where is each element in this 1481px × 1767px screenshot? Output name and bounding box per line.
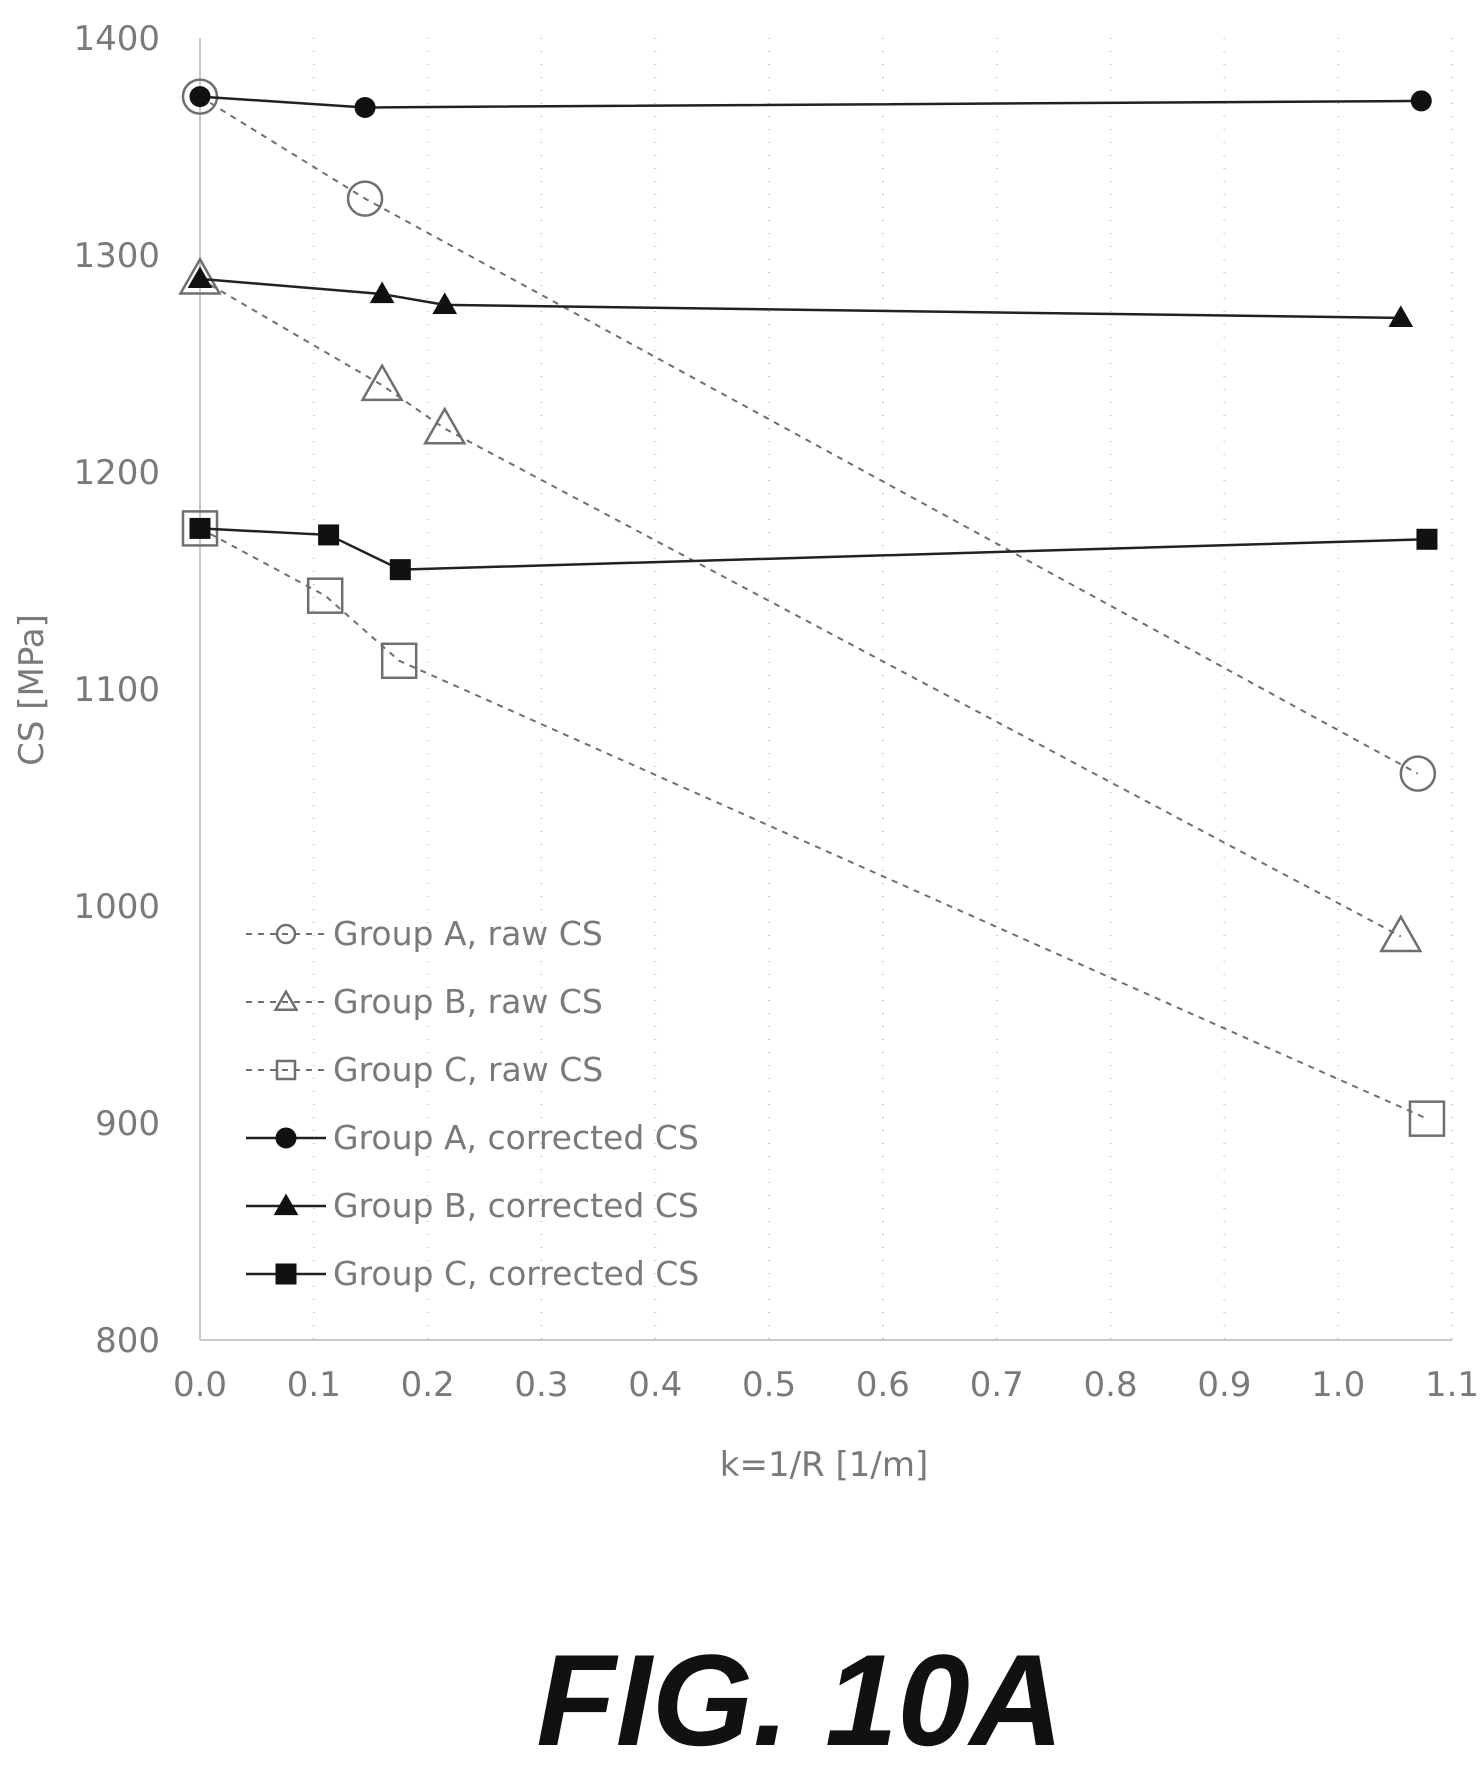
data-point [432,292,458,315]
y-tick-label: 1200 [73,453,160,493]
x-tick-label: 0.1 [287,1365,341,1405]
y-tick-label: 1400 [73,19,160,59]
series-3 [181,510,1446,1137]
series-line [199,278,1402,938]
data-point [354,96,376,118]
x-tick-label: 0.9 [1197,1365,1251,1405]
x-tick-label: 0.6 [856,1365,910,1405]
legend-item: Group C, raw CS [246,1050,603,1089]
x-tick-label: 0.4 [628,1365,682,1405]
y-tick-label: 1100 [73,670,160,710]
legend-label: Group A, raw CS [333,914,603,953]
plot-series [178,78,1446,1137]
legend-marker [275,1263,297,1285]
y-axis-label: CS [MPa] [12,614,52,766]
series-line [199,95,1422,109]
series-line [199,527,1428,1120]
data-point [389,559,411,581]
series-line [199,277,1401,320]
legend-item: Group C, corrected CS [246,1254,699,1293]
legend-item: Group B, corrected CS [246,1186,699,1225]
x-tick-label: 1.0 [1311,1365,1365,1405]
legend-marker [275,1059,297,1081]
data-point [369,281,395,304]
legend-label: Group C, raw CS [333,1050,603,1089]
x-tick-label: 0.3 [514,1365,568,1405]
x-axis-ticks: 0.0 0.1 0.2 0.3 0.4 0.5 0.6 0.7 0.8 0.9 1.0 1.1 [173,1365,1479,1405]
data-point [1388,305,1414,328]
series-5 [187,266,1414,328]
data-point [189,86,211,108]
y-tick-label: 900 [95,1104,160,1144]
data-point [306,577,344,614]
x-tick-label: 0.2 [401,1365,455,1405]
legend-label: Group B, corrected CS [333,1186,699,1225]
x-tick-label: 0.7 [970,1365,1024,1405]
series-2 [178,256,1423,953]
data-point [318,524,340,546]
data-point [189,517,211,539]
grid-lines [312,38,1453,1340]
series-1 [181,78,1437,792]
data-point [380,642,418,680]
data-point [1399,755,1437,792]
data-point [1379,914,1423,953]
series-6 [189,517,1438,581]
series-4 [189,86,1432,118]
x-axis-label: k=1/R [1/m] [720,1445,928,1485]
data-point [187,266,213,288]
legend-marker [273,1193,299,1216]
legend-item: Group B, raw CS [246,982,603,1021]
legend-marker [275,1127,297,1149]
y-tick-label: 1000 [73,887,160,927]
x-tick-label: 0.0 [173,1365,227,1405]
x-tick-label: 0.5 [742,1365,796,1405]
data-point [1410,90,1432,112]
data-point [423,406,467,445]
data-point [1408,1100,1446,1137]
data-point [1416,528,1438,550]
x-tick-label: 0.8 [1084,1365,1138,1405]
legend-item: Group A, corrected CS [246,1118,699,1157]
series-line [199,527,1427,571]
legend-label: Group A, corrected CS [333,1118,699,1157]
x-tick-label: 1.1 [1425,1365,1479,1405]
y-tick-label: 800 [95,1321,160,1361]
legend-label: Group C, corrected CS [333,1254,699,1293]
legend-marker [275,923,297,945]
series-line [199,95,1419,775]
data-point [178,256,222,295]
data-point [360,363,404,402]
data-point [346,180,384,217]
y-tick-label: 1300 [73,236,160,276]
legend: Group A, raw CS Group B, raw CS Group C, r… [246,914,699,1293]
legend-marker [273,989,299,1012]
y-axis-ticks: 800 900 1000 1100 1200 1300 1400 [73,19,160,1361]
legend-item: Group A, raw CS [246,914,603,953]
figure-caption: FIG. 10A [536,1627,1063,1767]
legend-label: Group B, raw CS [333,982,603,1021]
